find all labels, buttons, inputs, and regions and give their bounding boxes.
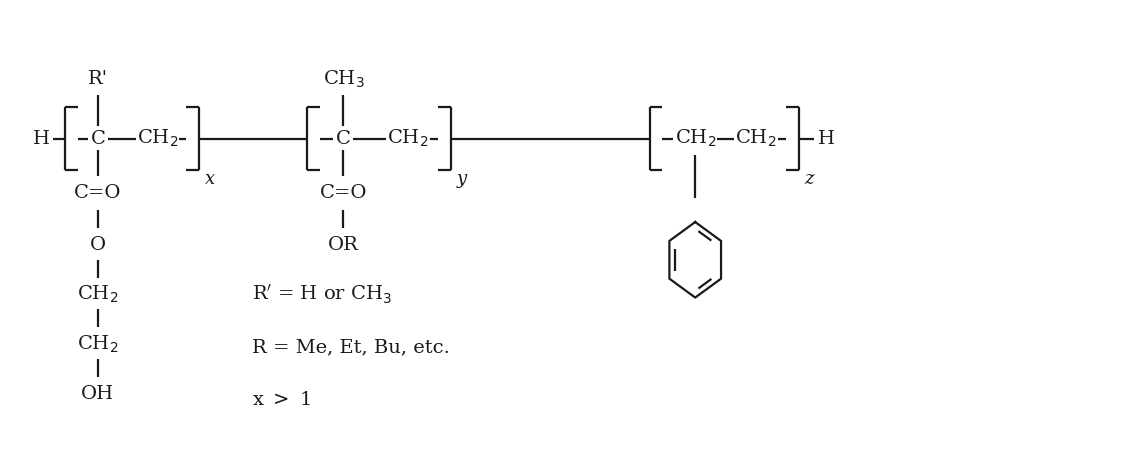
- Text: C=O: C=O: [320, 184, 368, 202]
- Text: CH$_2$: CH$_2$: [137, 128, 179, 149]
- Text: H: H: [818, 130, 835, 148]
- Text: CH$_2$: CH$_2$: [735, 128, 776, 149]
- Text: x: x: [205, 170, 215, 188]
- Text: CH$_2$: CH$_2$: [77, 284, 118, 305]
- Text: y: y: [456, 170, 467, 188]
- Text: CH$_2$: CH$_2$: [77, 333, 118, 355]
- Text: CH$_2$: CH$_2$: [387, 128, 429, 149]
- Text: OR: OR: [328, 236, 358, 254]
- Text: C: C: [336, 130, 351, 148]
- Text: O: O: [90, 236, 106, 254]
- Text: CH$_2$: CH$_2$: [675, 128, 716, 149]
- Text: x $>$ 1: x $>$ 1: [251, 391, 311, 409]
- Text: R$'$ = H or CH$_3$: R$'$ = H or CH$_3$: [251, 283, 391, 306]
- Text: OH: OH: [81, 385, 115, 403]
- Text: R = Me, Et, Bu, etc.: R = Me, Et, Bu, etc.: [251, 338, 450, 356]
- Text: C=O: C=O: [74, 184, 122, 202]
- Text: C: C: [90, 130, 106, 148]
- Text: z: z: [805, 170, 814, 188]
- Text: CH$_3$: CH$_3$: [322, 68, 364, 90]
- Text: H: H: [33, 130, 50, 148]
- Text: R': R': [88, 70, 108, 88]
